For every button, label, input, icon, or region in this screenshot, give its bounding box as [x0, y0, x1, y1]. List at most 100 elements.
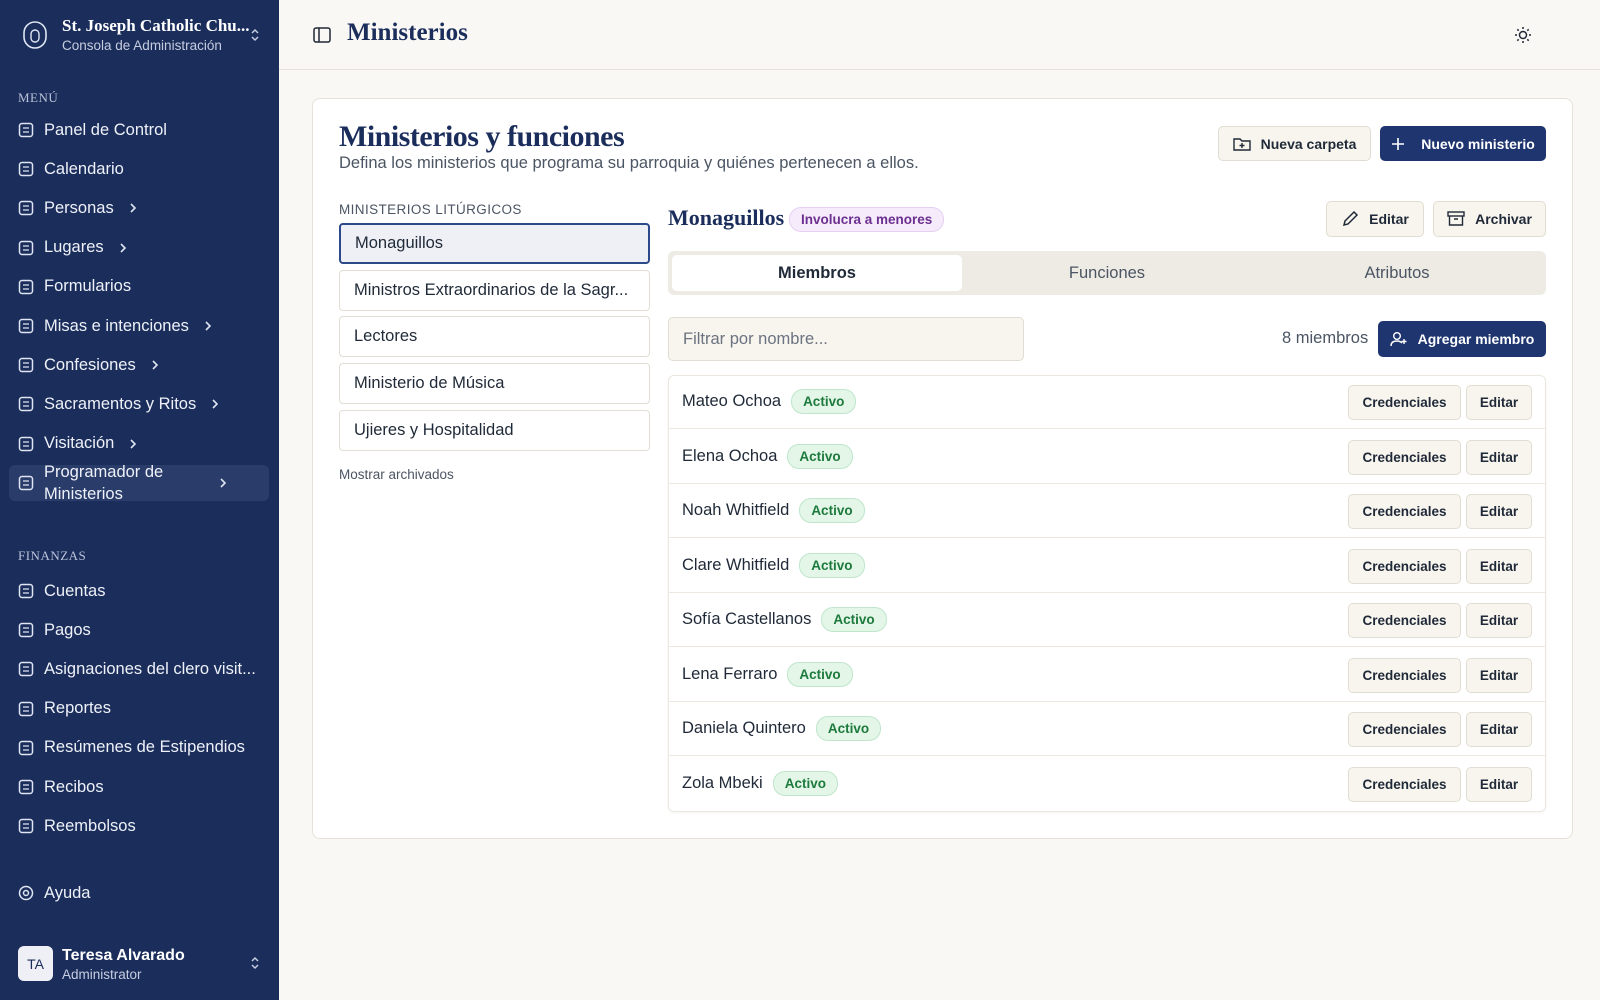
- credentials-button[interactable]: Credenciales: [1348, 657, 1461, 693]
- credentials-button[interactable]: Credenciales: [1348, 439, 1461, 475]
- menu-icon: [18, 279, 34, 295]
- edit-member-button[interactable]: Editar: [1466, 657, 1532, 693]
- status-badge: Activo: [772, 771, 838, 796]
- user-menu[interactable]: [250, 954, 260, 972]
- menu-item[interactable]: Reembolsos: [9, 808, 269, 844]
- user-panel[interactable]: TA Teresa Alvarado Administrator: [0, 920, 279, 1000]
- add-member-button[interactable]: Agregar miembro: [1378, 321, 1546, 357]
- edit-member-button[interactable]: Editar: [1466, 385, 1532, 420]
- member-name: Daniela Quintero: [682, 719, 806, 737]
- edit-ministry-button[interactable]: Editar: [1326, 201, 1424, 237]
- edit-member-button[interactable]: Editar: [1466, 712, 1532, 747]
- archive-label: Archivar: [1475, 211, 1532, 227]
- tab[interactable]: Funciones: [1068, 263, 1146, 282]
- show-archived-link[interactable]: Mostrar archivados: [339, 467, 454, 482]
- credentials-button[interactable]: Credenciales: [1348, 603, 1461, 638]
- credentials-button[interactable]: Credenciales: [1348, 548, 1461, 584]
- new-folder-button[interactable]: Nueva carpeta: [1218, 126, 1371, 161]
- card-subtitle: Defina los ministerios que programa su p…: [339, 154, 919, 172]
- menu-item[interactable]: Programador de Ministerios: [9, 463, 269, 503]
- menu-icon: [18, 475, 34, 491]
- menu-item[interactable]: Formularios: [9, 269, 269, 305]
- menu-item[interactable]: Asignaciones del clero visit...: [9, 651, 269, 687]
- ministry-item[interactable]: Ministros Extraordinarios de la Sagr...: [339, 269, 650, 311]
- ministry-item[interactable]: Ministerio de Música: [339, 363, 650, 405]
- org-logo: [23, 21, 47, 49]
- edit-member-button[interactable]: Editar: [1466, 439, 1532, 475]
- menu-icon: [18, 662, 34, 677]
- menu-icon: [18, 161, 34, 177]
- menu-label: Personas: [44, 198, 114, 217]
- menu-label: Calendario: [44, 159, 124, 178]
- menu-item[interactable]: Confesiones: [9, 347, 269, 383]
- new-ministry-button[interactable]: Nuevo ministerio: [1380, 126, 1546, 161]
- menu-item[interactable]: Cuentas: [9, 573, 269, 609]
- member-row: Clare Whitfield Activo: [668, 539, 1546, 593]
- status-badge: Activo: [787, 443, 853, 469]
- menu-icon: [18, 357, 34, 373]
- help-link[interactable]: Ayuda: [9, 875, 269, 911]
- new-ministry-label: Nuevo ministerio: [1421, 135, 1535, 152]
- menu-heading: MENÚ: [18, 90, 59, 105]
- menu-icon: [18, 622, 34, 638]
- new-folder-label: Nueva carpeta: [1260, 135, 1357, 152]
- menu-item[interactable]: Visitación: [9, 426, 269, 462]
- menu-item[interactable]: Panel de Control: [9, 112, 269, 148]
- minors-badge: Involucra a menores: [789, 207, 945, 232]
- archive-button[interactable]: Archivar: [1433, 201, 1546, 237]
- edit-member-button[interactable]: Editar: [1466, 494, 1532, 529]
- menu-item[interactable]: Lugares: [9, 230, 269, 266]
- menu-chevron: [205, 321, 212, 331]
- ministry-item[interactable]: Ujieres y Hospitalidad: [339, 409, 650, 451]
- menu-icon: [18, 122, 34, 138]
- credentials-button[interactable]: Credenciales: [1348, 712, 1461, 747]
- menu-chevron: [212, 399, 219, 409]
- org-switcher[interactable]: [250, 26, 260, 44]
- theme-toggle[interactable]: [1514, 26, 1532, 44]
- top-bar: Ministerios: [279, 0, 1600, 70]
- menu-label: Misas e intenciones: [44, 316, 189, 335]
- menu-item[interactable]: Sacramentos y Ritos: [9, 386, 269, 422]
- status-badge: Activo: [799, 498, 865, 523]
- menu-item[interactable]: Recibos: [9, 769, 269, 805]
- user-avatar: TA: [18, 946, 53, 981]
- menu-icon: [18, 818, 34, 834]
- edit-member-button[interactable]: Editar: [1466, 548, 1532, 584]
- menu-chevron: [130, 203, 136, 213]
- ministry-item[interactable]: Monaguillos: [339, 223, 650, 264]
- menu-label: Panel de Control: [44, 120, 167, 139]
- menu-label: Programador de Ministerios: [44, 462, 164, 503]
- menu-icon: [18, 583, 34, 599]
- edit-member-button[interactable]: Editar: [1466, 603, 1532, 638]
- menu-item[interactable]: Pagos: [9, 612, 269, 648]
- sidebar-toggle[interactable]: [313, 27, 331, 43]
- status-badge: Activo: [791, 389, 857, 414]
- tab[interactable]: Atributos: [1364, 263, 1430, 282]
- menu-item[interactable]: Resúmenes de Estipendios: [9, 730, 269, 766]
- credentials-button[interactable]: Credenciales: [1348, 494, 1461, 529]
- menu-label: Sacramentos y Ritos: [44, 394, 197, 413]
- card-title: Ministerios y funciones: [339, 120, 625, 153]
- edit-member-button[interactable]: Editar: [1466, 766, 1532, 802]
- menu-icon: [18, 701, 34, 716]
- menu-item[interactable]: Calendario: [9, 151, 269, 187]
- user-name: Teresa Alvarado: [62, 947, 185, 964]
- menu-icon: [18, 436, 34, 451]
- menu-label: Visitación: [44, 434, 115, 453]
- add-member-label: Agregar miembro: [1417, 331, 1535, 347]
- status-badge: Activo: [787, 661, 853, 687]
- member-name: Elena Ochoa: [682, 446, 778, 465]
- filter-input[interactable]: Filtrar por nombre...: [668, 317, 1024, 361]
- menu-item[interactable]: Misas e intenciones: [9, 308, 269, 344]
- credentials-button[interactable]: Credenciales: [1348, 766, 1461, 802]
- tab[interactable]: Miembros: [672, 255, 962, 291]
- menu-label: Cuentas: [44, 581, 106, 600]
- credentials-button[interactable]: Credenciales: [1348, 385, 1461, 420]
- ministry-item[interactable]: Lectores: [339, 316, 650, 358]
- page-header-title: Ministerios: [347, 19, 468, 46]
- menu-label: Resúmenes de Estipendios: [44, 738, 245, 757]
- menu-item[interactable]: Reportes: [9, 691, 269, 727]
- member-table: [668, 375, 1546, 812]
- menu-label: Reembolsos: [44, 816, 136, 835]
- menu-item[interactable]: Personas: [9, 190, 269, 226]
